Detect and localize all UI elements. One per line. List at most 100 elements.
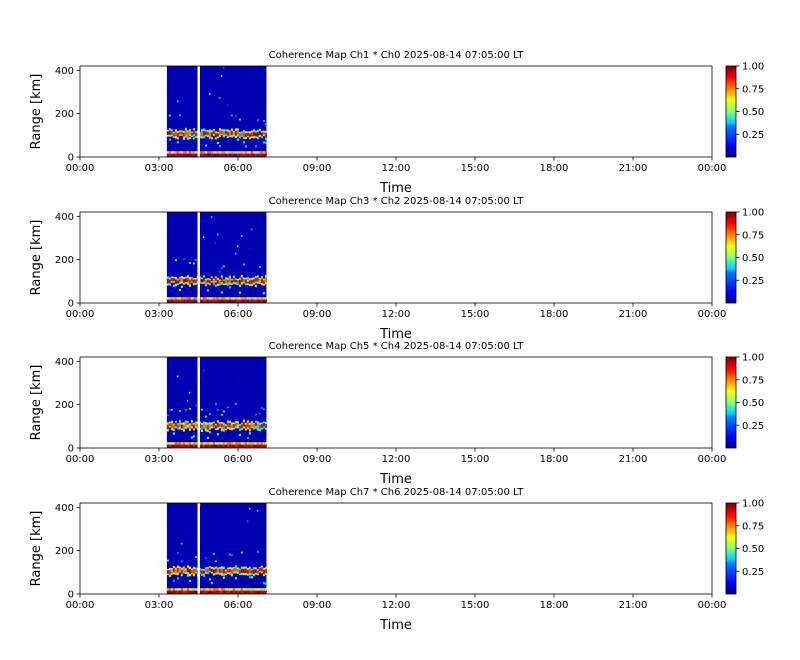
heatmap-cell <box>258 279 261 283</box>
heatmap-cell <box>262 408 265 411</box>
heatmap-background <box>166 66 267 157</box>
heatmap-cell <box>184 424 187 427</box>
heatmap-cell <box>222 576 225 579</box>
colorbar: 0.25 0.50 0.75 1.00 <box>725 499 764 595</box>
x-tick-label: 06:00 <box>224 163 253 174</box>
heatmap-cell <box>222 265 225 268</box>
heatmap-cell <box>262 153 265 156</box>
heatmap-cell <box>252 153 255 156</box>
heatmap-cell <box>184 151 187 154</box>
heatmap-cell <box>214 425 217 429</box>
heatmap-cell <box>240 568 243 573</box>
heatmap-cell <box>248 151 251 154</box>
heatmap-cell <box>174 299 177 302</box>
heatmap-cell <box>228 590 231 593</box>
heatmap-cell <box>202 153 205 156</box>
heatmap-cell <box>226 569 229 573</box>
heatmap-cell <box>252 131 255 137</box>
heatmap-cell <box>168 151 171 154</box>
heatmap-cell <box>256 153 259 156</box>
heatmap-cell <box>240 444 243 447</box>
heatmap-cell <box>226 444 229 447</box>
heatmap-cell <box>182 151 185 154</box>
colorbar-tick-label: 0.75 <box>742 521 764 532</box>
heatmap-cell <box>232 590 235 593</box>
x-tick-label: 21:00 <box>619 309 648 320</box>
heatmap-cell <box>214 588 217 591</box>
heatmap-cell <box>206 588 209 591</box>
heatmap-cell <box>222 131 225 136</box>
heatmap-cell <box>240 151 243 154</box>
heatmap-cell <box>178 297 181 300</box>
colorbar-tick-label: 0.75 <box>742 230 764 241</box>
heatmap-cell <box>238 444 241 447</box>
heatmap-cell <box>226 297 229 300</box>
heatmap-cell <box>202 131 205 136</box>
heatmap-cell <box>246 279 249 282</box>
colorbar-gradient <box>725 65 737 158</box>
heatmap-cell <box>204 297 207 300</box>
heatmap-cell <box>200 442 203 445</box>
heatmap-cell <box>174 588 177 591</box>
heatmap-cell <box>236 130 239 135</box>
heatmap-cell <box>222 444 225 447</box>
heatmap-cell <box>246 588 249 591</box>
heatmap-cell <box>172 133 175 137</box>
x-tick-label: 18:00 <box>540 600 569 611</box>
colorbar-tick-label: 0.50 <box>742 253 764 264</box>
heatmap-cell <box>188 588 191 591</box>
heatmap-cell <box>190 590 193 593</box>
heatmap-cell <box>180 542 183 545</box>
heatmap-cell <box>242 588 245 591</box>
heatmap-cell <box>258 297 261 300</box>
colorbar-tick-label: 0.75 <box>742 84 764 95</box>
heatmap-cell <box>174 259 177 262</box>
heatmap-cell <box>226 590 229 593</box>
data-gap <box>197 357 200 448</box>
coherence-panel-2: Coherence Map Ch5 * Ch4 2025-08-14 07:05… <box>29 341 764 487</box>
heatmap-cell <box>240 299 243 302</box>
heatmap-cell <box>210 153 213 156</box>
heatmap-cell <box>184 299 187 302</box>
heatmap-cell <box>186 399 189 402</box>
heatmap-cell <box>192 153 195 156</box>
heatmap-cell <box>260 151 263 154</box>
x-axis-label: Time <box>379 327 412 342</box>
heatmap-cell <box>244 299 247 302</box>
heatmap-cell <box>214 133 217 138</box>
heatmap-cell <box>234 590 237 593</box>
heatmap-cell <box>230 428 233 431</box>
heatmap-cell <box>170 153 173 156</box>
x-axis-label: Time <box>379 472 412 487</box>
heatmap-cell <box>172 444 175 447</box>
heatmap-cell <box>264 153 267 156</box>
heatmap-cell <box>248 590 251 593</box>
heatmap-cell <box>262 292 265 295</box>
colorbar-tick-label: 0.75 <box>742 375 764 386</box>
heatmap-cell <box>224 442 227 445</box>
heatmap-cell <box>190 153 193 156</box>
heatmap-cell <box>216 590 219 593</box>
heatmap-cell <box>194 404 197 407</box>
data-gap <box>197 212 200 303</box>
heatmap-cell <box>204 590 207 593</box>
heatmap-cell <box>230 280 233 284</box>
heatmap-cell <box>192 424 195 429</box>
heatmap-cell <box>190 151 193 154</box>
heatmap-cell <box>178 114 181 117</box>
heatmap-cell <box>202 570 205 574</box>
x-tick-label: 21:00 <box>619 600 648 611</box>
heatmap-cell <box>252 590 255 593</box>
heatmap-cell <box>250 151 253 154</box>
heatmap-cell <box>192 588 195 591</box>
heatmap-cell <box>234 115 237 118</box>
heatmap-cell <box>262 588 265 591</box>
heatmap-cell <box>248 568 251 574</box>
heatmap-cell <box>208 567 211 571</box>
heatmap-cell <box>244 442 247 445</box>
heatmap-cell <box>180 590 183 593</box>
heatmap-cell <box>208 444 211 447</box>
heatmap-cell <box>200 131 203 137</box>
heatmap-cell <box>180 442 183 445</box>
heatmap-cell <box>262 120 265 122</box>
